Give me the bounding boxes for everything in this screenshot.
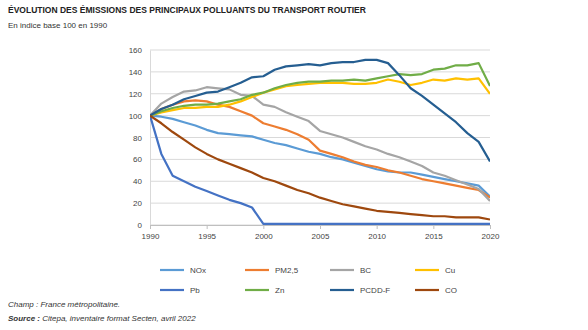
x-tick: 2000: [255, 225, 273, 241]
x-tick: 2010: [368, 225, 386, 241]
legend-swatch: [330, 289, 354, 291]
grid-line: [150, 203, 490, 204]
x-axis-line: [151, 226, 491, 230]
legend-swatch: [245, 289, 269, 291]
chart: ÉVOLUTION DES ÉMISSIONS DES PRINCIPAUX P…: [0, 0, 588, 330]
series-line: [150, 60, 490, 162]
y-tick: 120: [129, 90, 150, 99]
y-tick: 140: [129, 68, 150, 77]
grid-line: [150, 115, 490, 116]
legend-swatch: [415, 269, 439, 271]
y-tick: 100: [129, 112, 150, 121]
legend-swatch: [330, 269, 354, 271]
legend-item: NOx: [160, 266, 206, 275]
y-tick-label: 100: [129, 112, 143, 121]
legend-label: PM2,5: [275, 266, 299, 275]
x-tick-mark: [320, 225, 321, 229]
y-tick-label: 160: [129, 46, 143, 55]
x-tick-mark: [207, 225, 208, 229]
y-axis: 0 20 40 60 80 100 120 140 160: [129, 46, 151, 230]
grid: [150, 50, 490, 225]
legend-label: PCDD-F: [360, 286, 390, 295]
legend-swatch: [160, 289, 184, 291]
x-tick-label: 2000: [255, 232, 273, 241]
y-tick-label: 80: [133, 134, 142, 143]
grid-line: [150, 137, 490, 138]
x-tick-label: 2005: [312, 232, 330, 241]
series-line: [150, 116, 490, 224]
y-tick: 0: [138, 221, 150, 230]
legend-swatch: [160, 269, 184, 271]
series-line: [150, 100, 490, 197]
legend-item: Zn: [245, 286, 284, 295]
legend-swatch: [415, 289, 439, 291]
y-tick: 60: [133, 155, 150, 164]
legend-item: BC: [330, 266, 371, 275]
x-tick-label: 2015: [425, 232, 443, 241]
series-lines: [150, 60, 490, 224]
y-tick: 40: [133, 177, 150, 186]
x-tick-label: 2020: [482, 232, 500, 241]
y-tick: 160: [129, 46, 150, 55]
legend-label: Pb: [190, 286, 200, 295]
legend: NOx PM2,5 BC Cu Pb Zn PCDD-F CO: [160, 266, 457, 295]
series-line: [150, 116, 490, 220]
legend-item: Pb: [160, 286, 200, 295]
y-tick: 20: [133, 199, 150, 208]
y-tick-label: 40: [133, 177, 142, 186]
x-tick-mark: [433, 225, 434, 229]
y-axis-line: [150, 51, 151, 226]
x-tick-label: 1990: [142, 232, 160, 241]
legend-item: Cu: [415, 266, 455, 275]
legend-label: Zn: [275, 286, 284, 295]
x-tick: 1990: [142, 225, 160, 241]
x-tick-mark: [490, 225, 491, 229]
y-tick-label: 20: [133, 199, 142, 208]
x-tick: 2005: [312, 225, 330, 241]
legend-swatch: [245, 269, 269, 271]
legend-item: CO: [415, 286, 457, 295]
legend-label: CO: [445, 286, 457, 295]
y-tick-label: 140: [129, 68, 143, 77]
x-tick: 2020: [482, 225, 500, 241]
x-tick-label: 1995: [198, 232, 216, 241]
grid-line: [150, 50, 490, 51]
series-line: [150, 116, 490, 197]
legend-label: Cu: [445, 266, 455, 275]
grid-line: [150, 71, 490, 72]
y-tick-label: 60: [133, 155, 142, 164]
legend-item: PM2,5: [245, 266, 299, 275]
title: ÉVOLUTION DES ÉMISSIONS DES PRINCIPAUX P…: [8, 5, 366, 15]
x-tick-mark: [150, 225, 151, 229]
x-tick: 1995: [198, 225, 216, 241]
plot: 0 20 40 60 80 100 120 140 160 1990 1995 2000 2005 201…: [129, 46, 500, 241]
legend-item: PCDD-F: [330, 286, 390, 295]
annotation: Source : Citepa, inventaire format Secte…: [8, 314, 196, 323]
y-tick: 80: [133, 134, 150, 143]
x-axis: 1990 1995 2000 2005 2010 2015 2020: [142, 225, 500, 241]
x-tick: 2015: [425, 225, 443, 241]
x-tick-mark: [263, 225, 264, 229]
grid-line: [150, 159, 490, 160]
legend-label: NOx: [190, 266, 206, 275]
x-tick-mark: [377, 225, 378, 229]
x-tick-label: 2010: [368, 232, 386, 241]
y-tick-label: 0: [138, 221, 143, 230]
legend-label: BC: [360, 266, 371, 275]
y-tick-label: 120: [129, 90, 143, 99]
subtitle: En indice base 100 en 1990: [8, 21, 108, 30]
annotation: Champ : France métropolitaine.: [8, 300, 120, 309]
